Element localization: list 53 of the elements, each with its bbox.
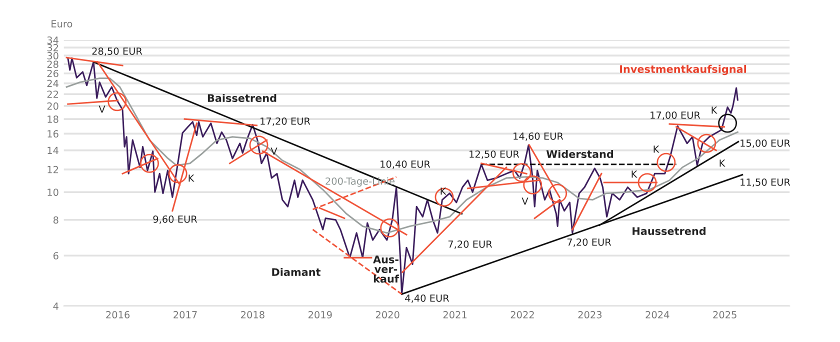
y-axis-title: Euro [52, 20, 72, 28]
annotation: Haussetrend [632, 226, 706, 236]
x-tick-label: 2023 [578, 311, 602, 318]
annotation: 12,50 EUR [470, 150, 520, 159]
annotation: 9,60 EUR [153, 215, 198, 224]
x-tick-label: 2022 [510, 311, 534, 318]
annotation: K [632, 170, 638, 178]
x-tick-label: 2019 [308, 311, 332, 318]
y-tick-label: 4 [53, 302, 58, 310]
annotation: 17,00 EUR [650, 111, 700, 120]
annotation: 10,40 EUR [380, 160, 430, 169]
y-tick-label: 26 [47, 70, 58, 78]
y-tick-label: 30 [47, 52, 58, 60]
y-tick-label: 24 [47, 80, 58, 87]
y-tick-label: 32 [47, 44, 58, 52]
annotation: 28,50 EUR [92, 47, 142, 56]
y-tick-label: 14 [48, 146, 58, 154]
annotation: K [188, 174, 194, 182]
y-tick-label: 6 [53, 252, 58, 260]
annotation: Investmentkaufsignal [620, 64, 746, 76]
y-tick-label: 8 [53, 216, 58, 224]
annotation: V [98, 106, 106, 113]
annotation: Widerstand [546, 150, 614, 158]
annotation: Diamant [272, 268, 321, 276]
x-tick-label: 2021 [443, 311, 467, 318]
y-tick-label: 16 [48, 130, 58, 138]
annotation: 14,60 EUR [514, 132, 564, 141]
annotation: V [522, 198, 528, 205]
x-tick-label: 2017 [174, 311, 197, 318]
annotation: K [712, 106, 718, 114]
annotation: K [440, 188, 446, 195]
x-tick-label: 2025 [713, 311, 736, 318]
annotation: K [654, 146, 660, 153]
x-tick-label: 2024 [646, 311, 670, 318]
annotation: V [270, 148, 278, 155]
y-tick-label: 10 [48, 188, 58, 196]
y-tick-label: 18 [48, 116, 58, 123]
annotation: 4,40 EUR [405, 294, 450, 303]
x-tick-label: 2020 [376, 311, 400, 318]
y-tick-label: 22 [47, 90, 58, 98]
annotation: Baissetrend [208, 94, 276, 102]
x-tick-label: 2016 [106, 311, 130, 318]
annotation: 11,50 EUR [740, 178, 790, 187]
y-tick-label: 12 [48, 166, 58, 174]
annotation: 7,20 EUR [448, 240, 492, 249]
annotation: 7,20 EUR [567, 238, 612, 247]
x-tick-label: 2018 [241, 311, 264, 318]
annotation: 15,00 EUR [740, 139, 790, 148]
y-tick-label: 34 [47, 36, 58, 44]
y-tick-label: 20 [47, 102, 58, 110]
annotation: 17,20 EUR [260, 117, 310, 126]
annotation: K [720, 160, 726, 167]
y-tick-label: 28 [47, 60, 58, 68]
